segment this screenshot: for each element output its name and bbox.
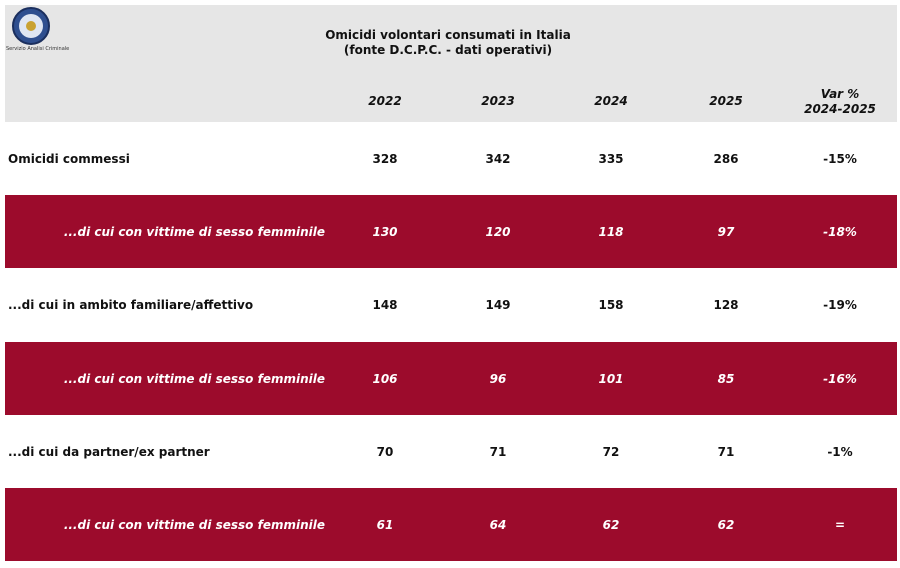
cell-value: 118 bbox=[598, 225, 624, 240]
cell-value: 62 bbox=[717, 518, 735, 532]
row-label: ...di cui in ambito familiare/affettivo bbox=[8, 298, 254, 313]
column-header: 2022 bbox=[368, 94, 402, 108]
var-value: -18% bbox=[823, 225, 857, 240]
subtitle: (fonte D.C.P.C. - dati operativi) bbox=[343, 43, 553, 57]
table-row: Omicidi commessi 328 342 335 286 -15% bbox=[5, 122, 897, 195]
table-row: ...di cui con vittime di sesso femminile… bbox=[5, 488, 897, 561]
cell-value: 286 bbox=[713, 152, 739, 166]
cell-value: 335 bbox=[598, 152, 624, 166]
cell-value: 85 bbox=[717, 371, 735, 386]
cell-value: 64 bbox=[489, 518, 507, 532]
row-label: ...di cui con vittime di sesso femminile bbox=[63, 225, 325, 240]
var-value: -1% bbox=[827, 444, 853, 459]
row-label: ...di cui da partner/ex partner bbox=[8, 444, 210, 459]
var-value: -16% bbox=[823, 371, 857, 386]
cell-value: 101 bbox=[598, 371, 624, 386]
cell-value: 148 bbox=[372, 298, 398, 313]
column-header: 2025 bbox=[709, 94, 743, 108]
var-value: -15% bbox=[823, 152, 857, 166]
cell-value: 71 bbox=[717, 444, 735, 459]
table-row: ...di cui da partner/ex partner 70 71 72 71 -… bbox=[5, 415, 897, 488]
var-header: 2024-2025 bbox=[804, 102, 876, 116]
cell-value: 70 bbox=[376, 444, 394, 459]
var-header: Var % bbox=[820, 87, 860, 101]
table-row: ...di cui con vittime di sesso femminile… bbox=[5, 195, 897, 269]
cell-value: 106 bbox=[372, 371, 398, 386]
column-header: 2024 bbox=[594, 94, 628, 108]
row-label: Omicidi commessi bbox=[8, 152, 130, 166]
var-value: -19% bbox=[823, 298, 857, 313]
title: Omicidi volontari consumati in Italia bbox=[325, 28, 571, 42]
logo bbox=[12, 7, 50, 45]
table-row: ...di cui in ambito familiare/affettivo 1… bbox=[5, 268, 897, 341]
cell-value: 328 bbox=[372, 152, 398, 166]
cell-value: 62 bbox=[602, 518, 620, 532]
cell-value: 96 bbox=[489, 371, 507, 386]
table-row: ...di cui con vittime di sesso femminile… bbox=[5, 341, 897, 415]
header-band bbox=[5, 5, 897, 122]
cell-value: 158 bbox=[598, 298, 624, 313]
cell-value: 120 bbox=[485, 225, 511, 240]
cell-value: 128 bbox=[713, 298, 739, 313]
cell-value: 149 bbox=[485, 298, 511, 313]
cell-value: 342 bbox=[485, 152, 511, 166]
cell-value: 72 bbox=[602, 444, 620, 459]
var-value: = bbox=[834, 518, 846, 532]
cell-value: 97 bbox=[717, 225, 735, 240]
row-label: ...di cui con vittime di sesso femminile bbox=[63, 371, 325, 386]
row-label: ...di cui con vittime di sesso femminile bbox=[63, 518, 325, 532]
logo-text: Servizio Analisi Criminale bbox=[6, 46, 70, 52]
cell-value: 61 bbox=[376, 518, 394, 532]
cell-value: 130 bbox=[372, 225, 398, 240]
column-header: 2023 bbox=[481, 94, 515, 108]
cell-value: 71 bbox=[489, 444, 507, 459]
